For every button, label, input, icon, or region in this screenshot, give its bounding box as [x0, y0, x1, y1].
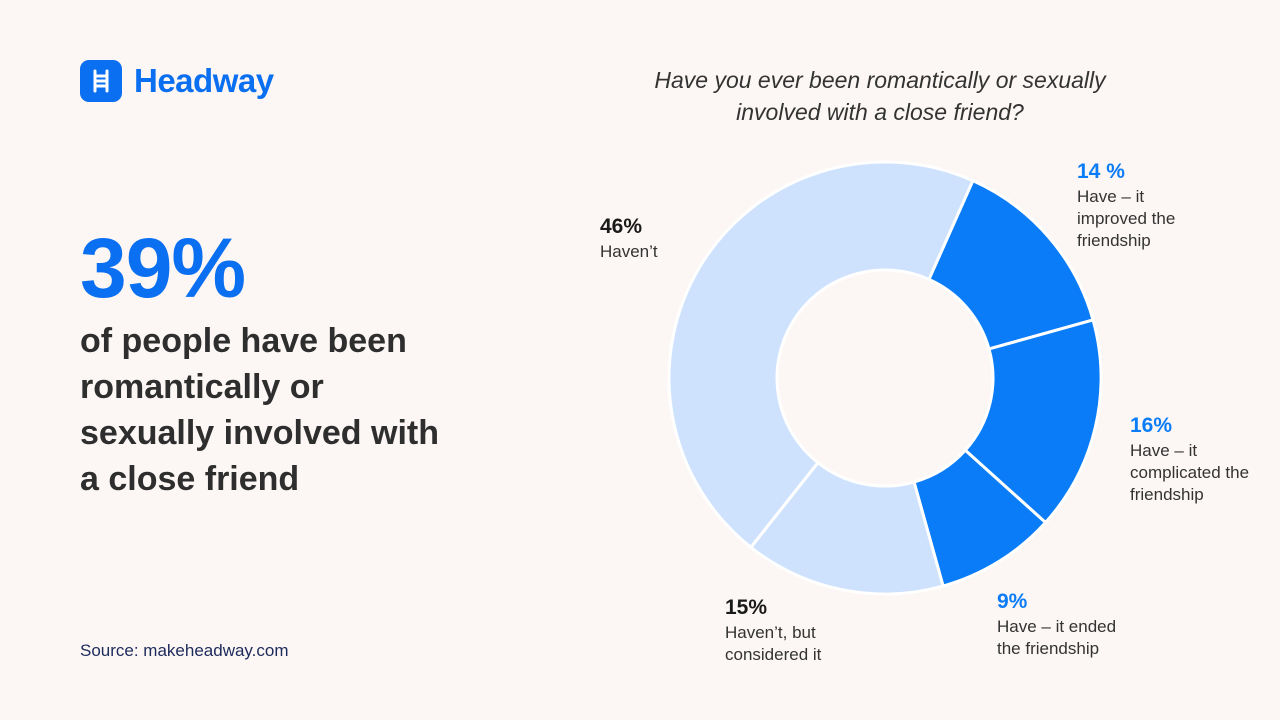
- pie-slice: [749, 461, 945, 596]
- headline-stat: 39%: [80, 221, 246, 315]
- category-label: Have – it improved the friendship: [1077, 187, 1176, 250]
- category-label: Haven’t: [600, 242, 658, 261]
- pie-slice: [963, 318, 1103, 525]
- value-label: 15%: [725, 596, 768, 619]
- category-label: Have – it ended the friendship: [997, 617, 1117, 658]
- source: Source: makeheadway.com: [80, 641, 289, 660]
- chart-title: Have you ever been romantically or sexua…: [654, 67, 1106, 125]
- headline-text: of people have been romantically or sexu…: [80, 322, 440, 498]
- slice-label: 46% Haven’t: [600, 213, 700, 263]
- logo: Headway: [80, 60, 274, 102]
- category-label: Haven’t, but considered it: [725, 623, 822, 664]
- slice-label: 14 % Have – it improved the friendship: [1077, 158, 1202, 252]
- brand-name: Headway: [134, 62, 274, 99]
- value-label: 9%: [997, 590, 1028, 613]
- value-label: 46%: [600, 215, 643, 238]
- slice-label: 15% Haven’t, but considered it: [725, 594, 845, 666]
- pie-slice: [667, 160, 975, 549]
- logo-icon: [80, 60, 122, 102]
- category-label: Have – it complicated the friendship: [1130, 441, 1250, 504]
- value-label: 14 %: [1077, 160, 1125, 183]
- value-label: 16%: [1130, 414, 1173, 437]
- pie-slice: [927, 179, 1095, 351]
- slice-label: 16% Have – it complicated the friendship: [1130, 412, 1255, 506]
- slice-label: 9% Have – it ended the friendship: [997, 588, 1137, 660]
